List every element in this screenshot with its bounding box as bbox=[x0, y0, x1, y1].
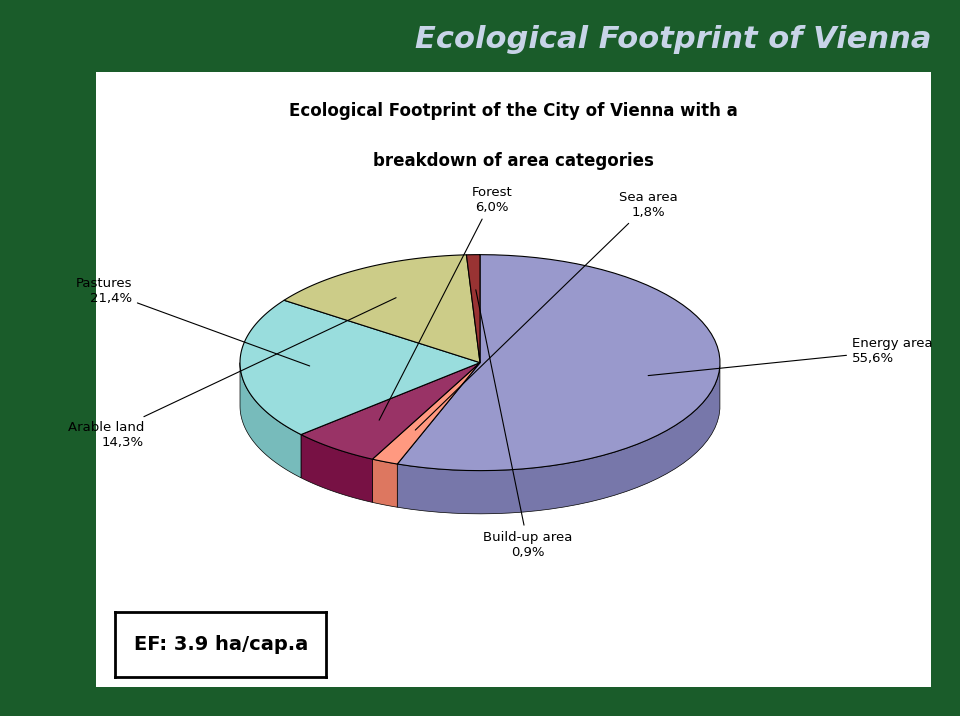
Polygon shape bbox=[301, 435, 372, 503]
Text: Build-up area
0,9%: Build-up area 0,9% bbox=[476, 290, 573, 558]
Polygon shape bbox=[240, 362, 301, 478]
Text: Forest
6,0%: Forest 6,0% bbox=[379, 186, 513, 420]
Polygon shape bbox=[467, 255, 480, 362]
Polygon shape bbox=[372, 362, 480, 464]
Polygon shape bbox=[397, 366, 720, 514]
Text: Energy area
55,6%: Energy area 55,6% bbox=[648, 337, 932, 376]
Text: Ecological Footprint of Vienna: Ecological Footprint of Vienna bbox=[415, 25, 931, 54]
Text: Pastures
21,4%: Pastures 21,4% bbox=[76, 276, 310, 366]
Text: Ecological Footprint of the City of Vienna with a: Ecological Footprint of the City of Vien… bbox=[289, 102, 738, 120]
Text: breakdown of area categories: breakdown of area categories bbox=[373, 152, 654, 170]
Polygon shape bbox=[301, 362, 480, 459]
Polygon shape bbox=[397, 255, 720, 470]
Polygon shape bbox=[240, 300, 480, 435]
Polygon shape bbox=[372, 459, 397, 507]
Text: Sea area
1,8%: Sea area 1,8% bbox=[416, 190, 678, 430]
Polygon shape bbox=[284, 255, 480, 362]
Text: EF: 3.9 ha/cap.a: EF: 3.9 ha/cap.a bbox=[133, 635, 308, 654]
Text: Arable land
14,3%: Arable land 14,3% bbox=[67, 298, 396, 449]
